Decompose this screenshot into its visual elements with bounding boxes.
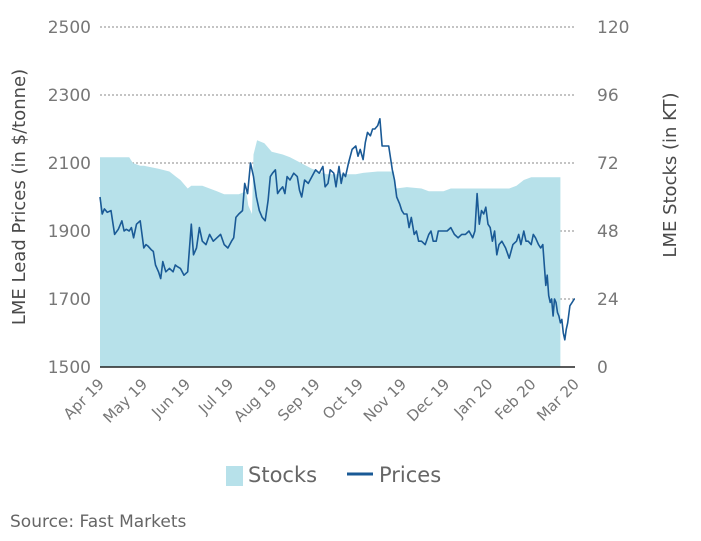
x-tick-label: Sep 19	[274, 375, 324, 425]
legend: Stocks Prices	[226, 463, 441, 487]
stocks-area-path	[100, 140, 561, 367]
x-tick-label: Dec 19	[403, 375, 453, 425]
prices-line	[99, 118, 576, 341]
prices-line-path	[99, 118, 576, 341]
left-tick-label: 1700	[48, 290, 91, 310]
x-tick-label: Jan 20	[450, 375, 497, 422]
right-tick-label: 96	[597, 86, 619, 106]
x-tick-label: Jun 19	[147, 375, 194, 422]
source-note: Source: Fast Markets	[10, 512, 187, 532]
x-tick-label: Mar 20	[533, 375, 583, 425]
stocks-area	[100, 140, 561, 367]
left-axis-ticks: 2500 2300 2100 1900 1700 1500	[48, 18, 91, 378]
x-tick-label: May 19	[99, 375, 151, 427]
left-tick-label: 2100	[48, 154, 91, 174]
left-tick-label: 2300	[48, 86, 91, 106]
right-tick-label: 120	[597, 18, 629, 38]
x-tick-label: Aug 19	[230, 375, 280, 425]
right-tick-label: 24	[597, 290, 619, 310]
x-tick-label: Nov 19	[360, 375, 410, 425]
legend-stocks-label: Stocks	[248, 463, 317, 487]
legend-prices-label: Prices	[379, 463, 441, 487]
right-axis-title: LME Stocks (in KT)	[660, 92, 681, 257]
x-tick-label: Oct 19	[319, 375, 367, 423]
x-tick-label: Feb 20	[491, 375, 539, 423]
left-axis-title: LME Lead Prices (in $/tonne)	[9, 69, 30, 325]
right-axis-ticks: 120 96 72 48 24 0	[597, 18, 629, 378]
left-tick-label: 2500	[48, 18, 91, 38]
left-tick-label: 1900	[48, 222, 91, 242]
right-tick-label: 48	[597, 222, 619, 242]
right-tick-label: 72	[597, 154, 619, 174]
legend-stocks-swatch	[226, 466, 243, 486]
left-tick-label: 1500	[48, 358, 91, 378]
right-tick-label: 0	[597, 358, 608, 378]
